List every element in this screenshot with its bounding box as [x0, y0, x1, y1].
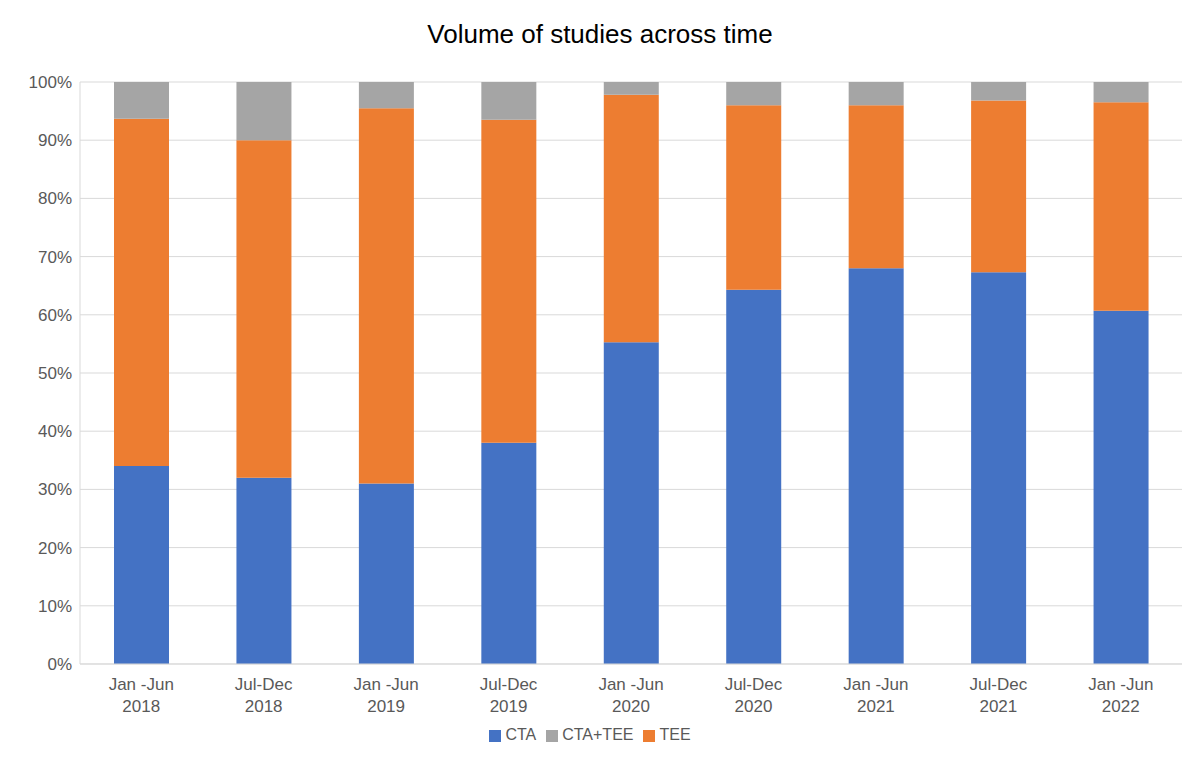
svg-text:80%: 80%: [38, 189, 72, 208]
svg-text:30%: 30%: [38, 480, 72, 499]
html-text:Volume of studies across time: Volume of studies across time: [427, 19, 773, 49]
svg-text:90%: 90%: [38, 131, 72, 150]
svg-text:Jan -Jun2021: Jan -Jun2021: [843, 675, 908, 716]
html-text:CTA+TEE: CTA+TEE: [562, 726, 634, 743]
svg-text:Jul-Dec2019: Jul-Dec2019: [480, 675, 538, 716]
svg-text:Jan -Jun2020: Jan -Jun2020: [598, 675, 663, 716]
svg-text:Jul-Dec2021: Jul-Dec2021: [970, 675, 1028, 716]
html-text:TEE: TEE: [659, 726, 691, 743]
svg-text:Jan -Jun2018: Jan -Jun2018: [109, 675, 174, 716]
html-text:CTA: CTA: [505, 726, 537, 743]
svg-text:40%: 40%: [38, 422, 72, 441]
svg-text:Jan -Jun2022: Jan -Jun2022: [1088, 675, 1153, 716]
svg-text:20%: 20%: [38, 539, 72, 558]
svg-text:100%: 100%: [29, 73, 72, 92]
svg-text:10%: 10%: [38, 597, 72, 616]
svg-text:70%: 70%: [38, 248, 72, 267]
svg-text:50%: 50%: [38, 364, 72, 383]
svg-text:Jan -Jun2019: Jan -Jun2019: [354, 675, 419, 716]
svg-text:Jul-Dec2018: Jul-Dec2018: [235, 675, 293, 716]
svg-text:0%: 0%: [47, 655, 72, 674]
svg-text:60%: 60%: [38, 306, 72, 325]
svg-text:Jul-Dec2020: Jul-Dec2020: [725, 675, 783, 716]
